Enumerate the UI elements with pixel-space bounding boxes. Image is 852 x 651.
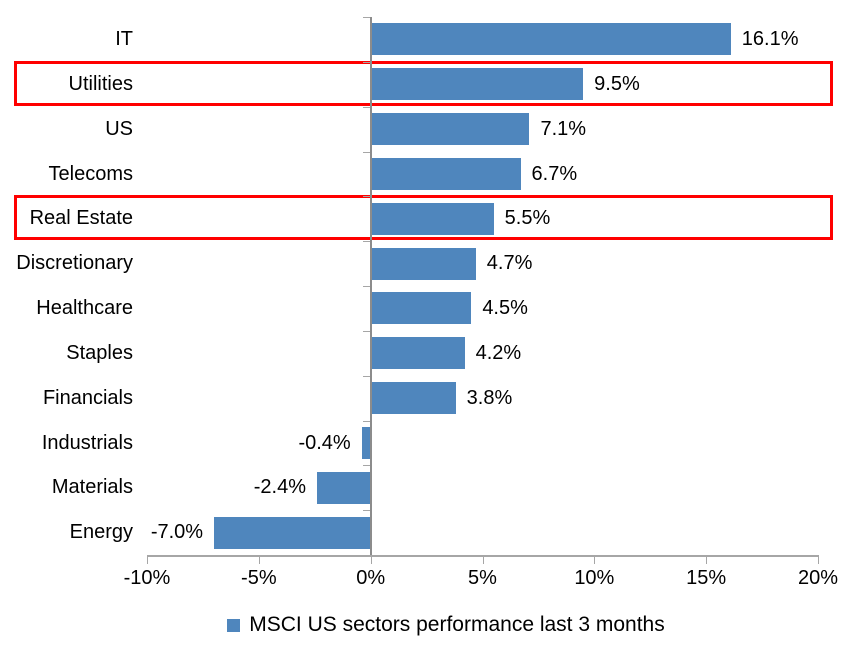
x-axis-tick-label: -10% bbox=[123, 567, 171, 589]
x-axis-tick bbox=[594, 555, 596, 564]
category-label: Industrials bbox=[41, 431, 133, 454]
x-axis-tick bbox=[258, 555, 260, 564]
highlight-box bbox=[14, 60, 833, 106]
category-label: US bbox=[105, 117, 133, 140]
category-axis-tick bbox=[362, 241, 370, 243]
category-axis-tick bbox=[362, 286, 370, 287]
bar bbox=[370, 202, 494, 235]
value-label: 6.7% bbox=[531, 162, 578, 185]
value-label: 16.1% bbox=[741, 28, 799, 50]
category-label: Energy bbox=[69, 521, 133, 544]
bar bbox=[370, 68, 584, 101]
bar bbox=[370, 157, 521, 190]
category-label: Discretionary bbox=[16, 252, 133, 275]
x-axis-tick bbox=[818, 555, 819, 564]
x-axis-tick-label: 20% bbox=[797, 567, 839, 589]
value-label-text: -2.4% bbox=[253, 476, 306, 499]
category-axis-tick bbox=[362, 61, 370, 63]
value-label: 4.2% bbox=[475, 341, 522, 364]
value-label: 5.5% bbox=[504, 207, 551, 230]
category-axis-tick bbox=[362, 375, 370, 377]
x-axis-tick bbox=[706, 555, 708, 564]
bar bbox=[214, 516, 371, 549]
category-label: Utilities bbox=[68, 72, 133, 95]
value-label: -7.0% bbox=[151, 510, 255, 555]
bar bbox=[370, 382, 456, 415]
category-axis-tick bbox=[362, 510, 370, 512]
legend-label: MSCI US sectors performance last 3 month… bbox=[249, 613, 665, 636]
bar bbox=[370, 247, 476, 280]
value-label: 4.5% bbox=[482, 297, 528, 319]
category-label: Real Estate bbox=[29, 207, 133, 230]
x-axis-tick bbox=[147, 555, 148, 564]
bar bbox=[370, 292, 472, 325]
category-axis-tick bbox=[362, 196, 370, 198]
category-label: Financials bbox=[42, 386, 133, 409]
value-label: 3.8% bbox=[466, 386, 513, 409]
category-axis-tick bbox=[362, 106, 370, 108]
category-label: Healthcare bbox=[36, 297, 133, 319]
value-label: 4.7% bbox=[486, 252, 533, 275]
category-axis-tick bbox=[362, 465, 370, 467]
category-axis-tick bbox=[362, 420, 370, 422]
category-axis-tick bbox=[362, 17, 370, 18]
x-axis-tick-label: -5% bbox=[241, 567, 277, 589]
x-axis-tick-label: 5% bbox=[468, 567, 497, 589]
category-label: Materials bbox=[51, 476, 133, 499]
value-label: -0.4% bbox=[298, 421, 403, 466]
category-label: Telecoms bbox=[48, 162, 133, 185]
category-label: Staples bbox=[66, 341, 133, 364]
legend-marker bbox=[227, 618, 241, 632]
highlight-box bbox=[14, 195, 833, 241]
bar bbox=[370, 337, 465, 370]
bar bbox=[361, 426, 371, 459]
category-axis-tick bbox=[362, 330, 370, 332]
legend: MSCI US sectors performance last 3 month… bbox=[0, 610, 852, 640]
category-label: IT bbox=[115, 28, 133, 50]
x-axis-tick bbox=[482, 555, 484, 564]
bar bbox=[370, 23, 731, 56]
x-axis-tick-label: 10% bbox=[574, 567, 615, 589]
value-label: 7.1% bbox=[540, 117, 587, 140]
bar bbox=[316, 471, 371, 504]
y-axis-line bbox=[369, 17, 372, 555]
value-label: -2.4% bbox=[254, 465, 358, 510]
x-axis-tick-label: 0% bbox=[356, 567, 386, 589]
value-label: 9.5% bbox=[594, 72, 640, 95]
category-axis-tick bbox=[362, 151, 370, 153]
value-label-text: -0.4% bbox=[298, 431, 351, 454]
value-label-text: -7.0% bbox=[150, 521, 204, 544]
x-axis-tick-label: 15% bbox=[686, 567, 727, 589]
bar bbox=[370, 113, 530, 146]
x-axis-tick bbox=[370, 555, 372, 564]
